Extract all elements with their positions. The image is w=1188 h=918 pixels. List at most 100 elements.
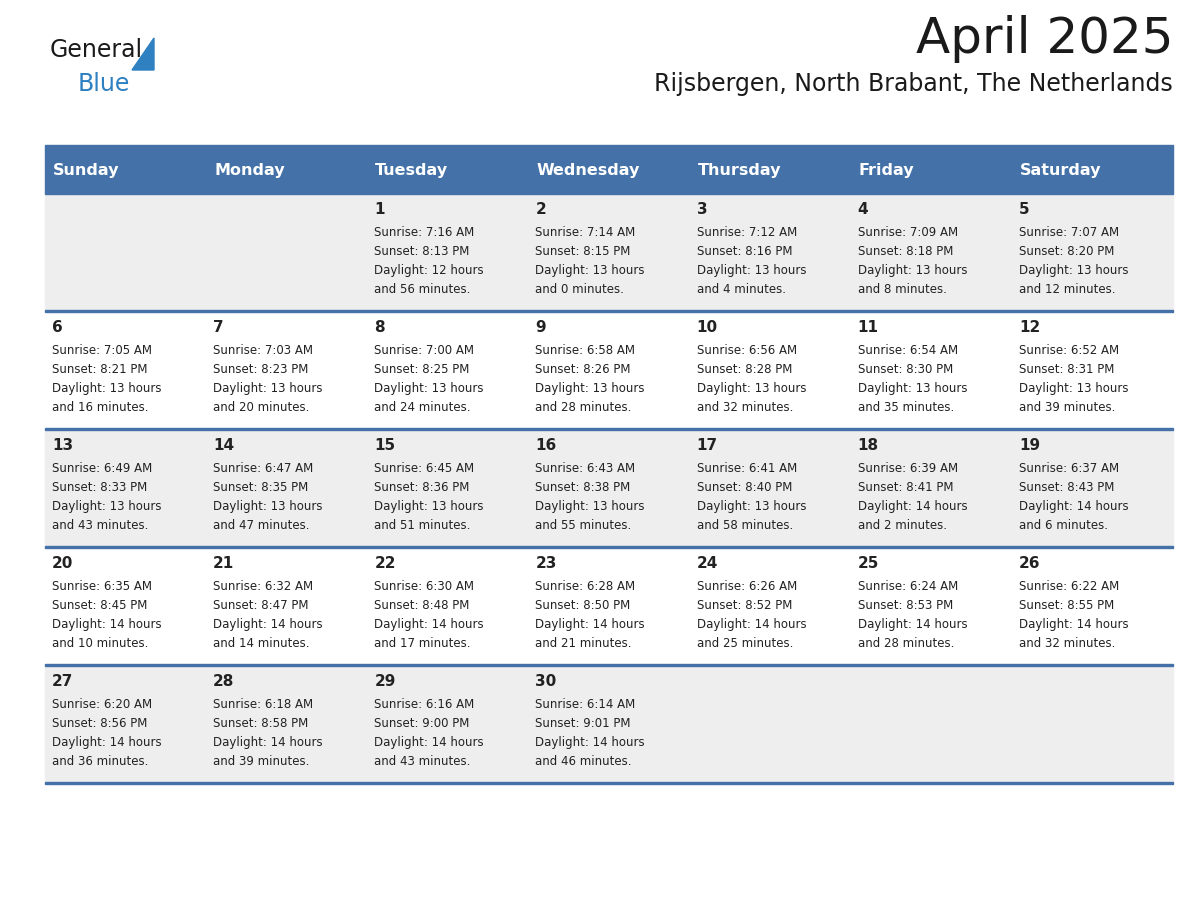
Text: 17: 17 — [696, 438, 718, 453]
Bar — [45, 546, 1173, 548]
Bar — [851, 548, 1012, 664]
Text: 3: 3 — [696, 202, 707, 217]
Text: Sunset: 8:40 PM: Sunset: 8:40 PM — [696, 481, 792, 494]
Text: 8: 8 — [374, 320, 385, 335]
Text: and 25 minutes.: and 25 minutes. — [696, 637, 792, 650]
Text: and 58 minutes.: and 58 minutes. — [696, 519, 792, 532]
Bar — [45, 310, 1173, 312]
Text: and 17 minutes.: and 17 minutes. — [374, 637, 470, 650]
Text: Daylight: 13 hours: Daylight: 13 hours — [52, 500, 162, 513]
Text: Daylight: 14 hours: Daylight: 14 hours — [213, 618, 323, 631]
Bar — [1012, 312, 1173, 428]
Text: Sunrise: 6:18 AM: Sunrise: 6:18 AM — [213, 698, 314, 711]
Text: Sunrise: 7:05 AM: Sunrise: 7:05 AM — [52, 344, 152, 357]
Text: Daylight: 13 hours: Daylight: 13 hours — [696, 382, 807, 395]
Bar — [851, 430, 1012, 546]
Bar — [689, 312, 851, 428]
Text: 4: 4 — [858, 202, 868, 217]
Text: Sunrise: 6:16 AM: Sunrise: 6:16 AM — [374, 698, 474, 711]
Text: Daylight: 14 hours: Daylight: 14 hours — [52, 618, 162, 631]
Text: Sunset: 8:55 PM: Sunset: 8:55 PM — [1019, 599, 1114, 612]
Text: 21: 21 — [213, 556, 234, 571]
Text: Sunset: 9:01 PM: Sunset: 9:01 PM — [536, 717, 631, 730]
Text: Thursday: Thursday — [697, 163, 781, 178]
Bar — [851, 666, 1012, 782]
Bar — [1012, 194, 1173, 310]
Text: and 36 minutes.: and 36 minutes. — [52, 755, 148, 768]
Text: Daylight: 14 hours: Daylight: 14 hours — [536, 618, 645, 631]
Text: Sunrise: 6:35 AM: Sunrise: 6:35 AM — [52, 580, 152, 593]
Text: Daylight: 14 hours: Daylight: 14 hours — [858, 618, 967, 631]
Text: 14: 14 — [213, 438, 234, 453]
Text: Sunset: 8:52 PM: Sunset: 8:52 PM — [696, 599, 792, 612]
Text: Daylight: 14 hours: Daylight: 14 hours — [374, 618, 484, 631]
Text: Daylight: 14 hours: Daylight: 14 hours — [213, 736, 323, 749]
Text: Sunset: 8:31 PM: Sunset: 8:31 PM — [1019, 363, 1114, 376]
Text: Sunrise: 6:52 AM: Sunrise: 6:52 AM — [1019, 344, 1119, 357]
Text: Sunrise: 6:39 AM: Sunrise: 6:39 AM — [858, 462, 958, 475]
Text: Daylight: 14 hours: Daylight: 14 hours — [696, 618, 807, 631]
Text: Sunset: 8:43 PM: Sunset: 8:43 PM — [1019, 481, 1114, 494]
Text: Sunset: 8:56 PM: Sunset: 8:56 PM — [52, 717, 147, 730]
Bar — [529, 666, 689, 782]
Text: Daylight: 13 hours: Daylight: 13 hours — [696, 500, 807, 513]
Text: Daylight: 12 hours: Daylight: 12 hours — [374, 264, 484, 277]
Bar — [1012, 430, 1173, 546]
Text: and 10 minutes.: and 10 minutes. — [52, 637, 148, 650]
Text: and 4 minutes.: and 4 minutes. — [696, 283, 785, 296]
Text: Sunrise: 7:00 AM: Sunrise: 7:00 AM — [374, 344, 474, 357]
Text: Friday: Friday — [859, 163, 915, 178]
Text: Daylight: 13 hours: Daylight: 13 hours — [374, 382, 484, 395]
Bar — [529, 312, 689, 428]
Text: Daylight: 14 hours: Daylight: 14 hours — [1019, 618, 1129, 631]
Text: 5: 5 — [1019, 202, 1030, 217]
Text: Daylight: 13 hours: Daylight: 13 hours — [858, 264, 967, 277]
Text: Sunset: 8:36 PM: Sunset: 8:36 PM — [374, 481, 469, 494]
Text: Sunset: 8:18 PM: Sunset: 8:18 PM — [858, 245, 953, 258]
Text: and 16 minutes.: and 16 minutes. — [52, 401, 148, 414]
Text: Sunrise: 6:22 AM: Sunrise: 6:22 AM — [1019, 580, 1119, 593]
Bar — [45, 312, 207, 428]
Text: and 28 minutes.: and 28 minutes. — [536, 401, 632, 414]
Text: Sunset: 8:30 PM: Sunset: 8:30 PM — [858, 363, 953, 376]
Text: Sunset: 8:16 PM: Sunset: 8:16 PM — [696, 245, 792, 258]
Text: General: General — [50, 38, 143, 62]
Text: Sunset: 8:33 PM: Sunset: 8:33 PM — [52, 481, 147, 494]
Text: Sunrise: 6:14 AM: Sunrise: 6:14 AM — [536, 698, 636, 711]
Bar — [689, 548, 851, 664]
Text: Wednesday: Wednesday — [537, 163, 640, 178]
Text: Sunset: 8:21 PM: Sunset: 8:21 PM — [52, 363, 147, 376]
Text: Tuesday: Tuesday — [375, 163, 448, 178]
Bar — [529, 430, 689, 546]
Text: Daylight: 14 hours: Daylight: 14 hours — [374, 736, 484, 749]
Text: and 51 minutes.: and 51 minutes. — [374, 519, 470, 532]
Text: and 32 minutes.: and 32 minutes. — [696, 401, 792, 414]
Bar — [1012, 548, 1173, 664]
Text: Sunrise: 6:54 AM: Sunrise: 6:54 AM — [858, 344, 958, 357]
Text: Daylight: 14 hours: Daylight: 14 hours — [52, 736, 162, 749]
Text: and 12 minutes.: and 12 minutes. — [1019, 283, 1116, 296]
Text: Sunset: 8:20 PM: Sunset: 8:20 PM — [1019, 245, 1114, 258]
Text: Sunset: 8:23 PM: Sunset: 8:23 PM — [213, 363, 309, 376]
Text: 15: 15 — [374, 438, 396, 453]
Bar — [45, 782, 1173, 784]
Bar — [367, 194, 529, 310]
Bar — [689, 666, 851, 782]
Text: Sunset: 8:25 PM: Sunset: 8:25 PM — [374, 363, 469, 376]
Text: Sunset: 8:58 PM: Sunset: 8:58 PM — [213, 717, 309, 730]
Bar — [45, 194, 207, 310]
Text: Sunset: 8:41 PM: Sunset: 8:41 PM — [858, 481, 953, 494]
Text: 26: 26 — [1019, 556, 1041, 571]
Text: 12: 12 — [1019, 320, 1041, 335]
Text: Daylight: 13 hours: Daylight: 13 hours — [858, 382, 967, 395]
Text: Sunset: 9:00 PM: Sunset: 9:00 PM — [374, 717, 469, 730]
Text: Sunset: 8:15 PM: Sunset: 8:15 PM — [536, 245, 631, 258]
Text: Sunrise: 6:24 AM: Sunrise: 6:24 AM — [858, 580, 958, 593]
Text: Sunrise: 7:07 AM: Sunrise: 7:07 AM — [1019, 226, 1119, 239]
Bar — [367, 430, 529, 546]
Text: Sunrise: 7:12 AM: Sunrise: 7:12 AM — [696, 226, 797, 239]
Text: Sunrise: 6:32 AM: Sunrise: 6:32 AM — [213, 580, 314, 593]
Bar — [45, 428, 1173, 430]
Text: 20: 20 — [52, 556, 74, 571]
Text: and 28 minutes.: and 28 minutes. — [858, 637, 954, 650]
